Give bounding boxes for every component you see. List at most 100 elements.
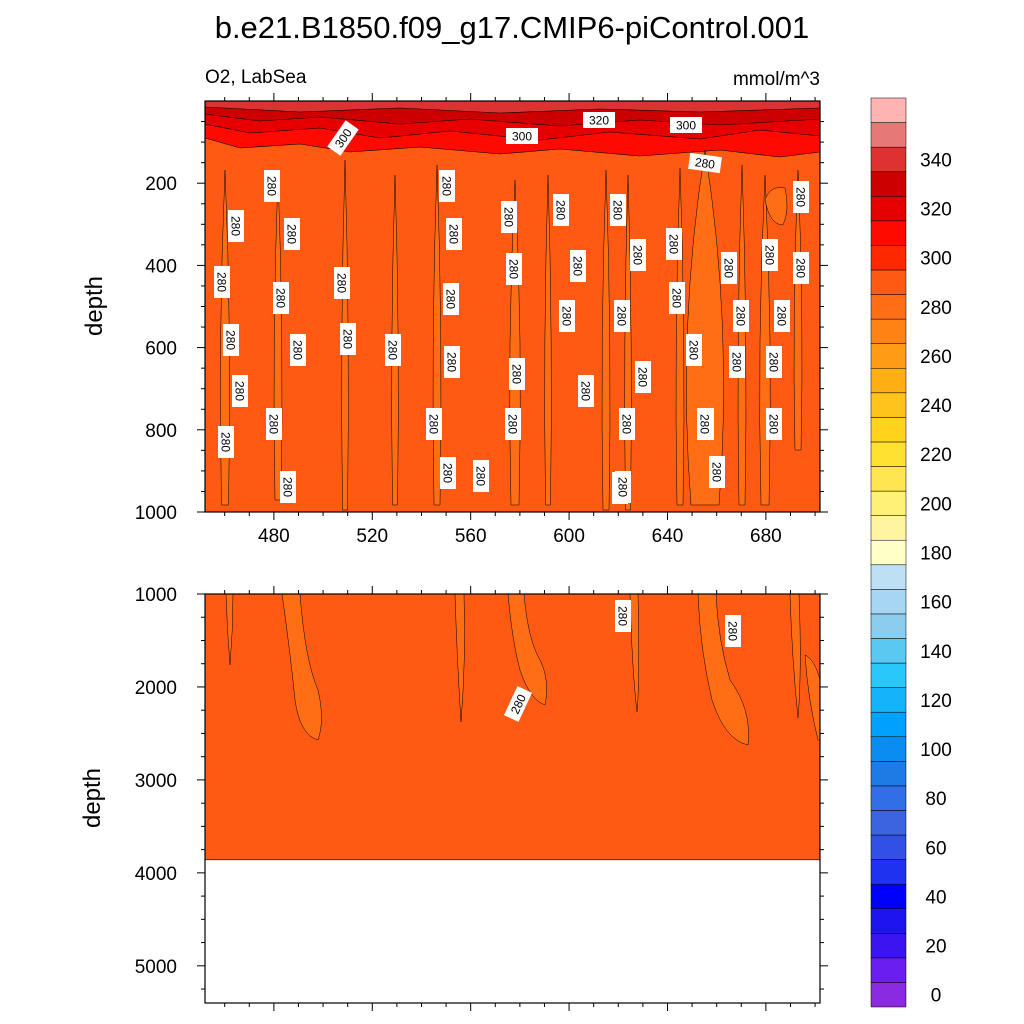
- contour-label-box: [583, 112, 615, 128]
- upper-contour-label: 320: [583, 112, 615, 128]
- upper-contour-label: 280: [290, 334, 306, 366]
- contour-label-box: [630, 239, 646, 271]
- x-tick-label: 640: [652, 526, 684, 547]
- upper-contour-label: 280: [721, 252, 737, 284]
- contour-label-box: [553, 194, 569, 226]
- contour-label-box: [793, 252, 809, 284]
- upper-contour-label: 280: [729, 346, 745, 378]
- upper-contour-label: 280: [614, 300, 630, 332]
- upper-contour-label: 280: [570, 250, 586, 282]
- contour-label-box: [506, 128, 538, 144]
- contour-label-text: 280: [767, 352, 781, 372]
- upper-contour-label: 280: [774, 300, 790, 332]
- upper-contour-label: 280: [334, 267, 350, 299]
- colorbar-swatch: [870, 392, 907, 418]
- lower-axes: 1000 2000 3000 4000 5000: [135, 585, 828, 1011]
- upper-contour-label: 280: [501, 201, 517, 233]
- colorbar-swatch: [870, 736, 907, 762]
- contour-label-box: [218, 426, 234, 458]
- contour-label-text: 280: [775, 306, 789, 326]
- contour-label-box: [385, 334, 401, 366]
- contour-label-box: [505, 408, 521, 440]
- contour-label-text: 280: [506, 414, 520, 434]
- colorbar-tick-label: 80: [925, 789, 946, 810]
- x-tick-label: 480: [258, 526, 290, 547]
- contour-label-text: 280: [219, 432, 233, 452]
- contour-label-text: 280: [440, 176, 454, 196]
- contour-label-text: 280: [267, 414, 281, 434]
- contour-label-text: 280: [616, 477, 630, 497]
- upper-contour-label: 280: [439, 170, 455, 202]
- contour-label-text: 280: [502, 207, 516, 227]
- upper-contour-label: 280: [264, 170, 280, 202]
- colorbar-tick-label: 100: [920, 740, 952, 761]
- contour-label-text: 280: [571, 256, 585, 276]
- colorbar-tick-label: 200: [920, 494, 952, 515]
- upper-contour-label: 280: [228, 210, 244, 242]
- low-o2-streak: [737, 164, 747, 506]
- low-o2-streak: [544, 174, 552, 506]
- upper-contour-label: 280: [669, 282, 685, 314]
- colorbar-swatch: [870, 908, 907, 934]
- contour-label-text: 280: [386, 340, 400, 360]
- upper-contour-label: 280: [666, 228, 682, 260]
- colorbar-tick-label: 160: [920, 593, 952, 614]
- colorbar-tick-label: 260: [920, 347, 952, 368]
- colorbar-swatch: [870, 417, 907, 443]
- upper-contour-label: 280: [218, 426, 234, 458]
- y-tick-label: 4000: [135, 864, 177, 885]
- upper-contour-label: 280: [440, 457, 456, 489]
- contour-label-text: 280: [794, 258, 808, 278]
- colorbar-tick-label: 240: [920, 396, 952, 417]
- upper-contour-label: 280: [385, 334, 401, 366]
- upper-contour-label: 280: [697, 408, 713, 440]
- contour-label-text: 280: [710, 462, 724, 482]
- low-o2-plume: [697, 594, 749, 746]
- contour-label-text: 280: [510, 364, 524, 384]
- variable-label: O2, LabSea: [205, 67, 307, 88]
- contour-label-box: [232, 375, 248, 407]
- contour-label-box: [340, 323, 356, 355]
- upper-contour-label: 280: [505, 408, 521, 440]
- lower-contour-label: 280: [725, 615, 741, 647]
- contour-label-text: 280: [341, 329, 355, 349]
- contour-label-box: [290, 334, 306, 366]
- contour-label-text: 280: [507, 259, 521, 279]
- colorbar-swatch: [870, 539, 907, 566]
- contour-label-text: 300: [676, 119, 696, 133]
- lower-y-axis-label: depth: [79, 768, 106, 828]
- contour-label-box: [610, 194, 626, 226]
- colorbar-swatch: [870, 613, 907, 639]
- contour-label-text: 280: [734, 306, 748, 326]
- contour-label-box: [473, 460, 489, 492]
- low-o2-plume: [507, 594, 547, 706]
- colorbar-swatch: [870, 859, 907, 885]
- contour-label-text: 280: [441, 463, 455, 483]
- contour-label-text: 280: [445, 352, 459, 372]
- upper-contour-label: 280: [559, 300, 575, 332]
- colorbar-swatch: [870, 982, 907, 1008]
- contour-label-text: 280: [224, 330, 238, 350]
- contour-label-box: [266, 408, 282, 440]
- colorbar-tick-label: 140: [920, 642, 952, 663]
- colorbar-swatch: [870, 785, 907, 811]
- upper-contour-label: 280: [340, 323, 356, 355]
- contour-label-box: [615, 600, 631, 632]
- upper-contour-label: 280: [443, 283, 459, 315]
- contour-label-box: [733, 300, 749, 332]
- contour-label-text: 280: [615, 306, 629, 326]
- colorbar-tick-label: 220: [920, 445, 952, 466]
- colorbar-swatch: [870, 834, 907, 860]
- upper-contour-label: 280: [686, 334, 702, 366]
- contour-label-text: 280: [730, 352, 744, 372]
- contour-label-box: [503, 686, 533, 722]
- colorbar-tick-label: 0: [931, 986, 942, 1007]
- low-o2-plume: [789, 594, 801, 719]
- lower-contour-field: [205, 594, 820, 861]
- contour-label-text: 280: [444, 289, 458, 309]
- contour-label-box: [439, 170, 455, 202]
- colorbar-swatch: [870, 761, 907, 787]
- contour-label-box: [443, 283, 459, 315]
- contour-label-text: 280: [722, 258, 736, 278]
- contour-label-box: [509, 358, 525, 390]
